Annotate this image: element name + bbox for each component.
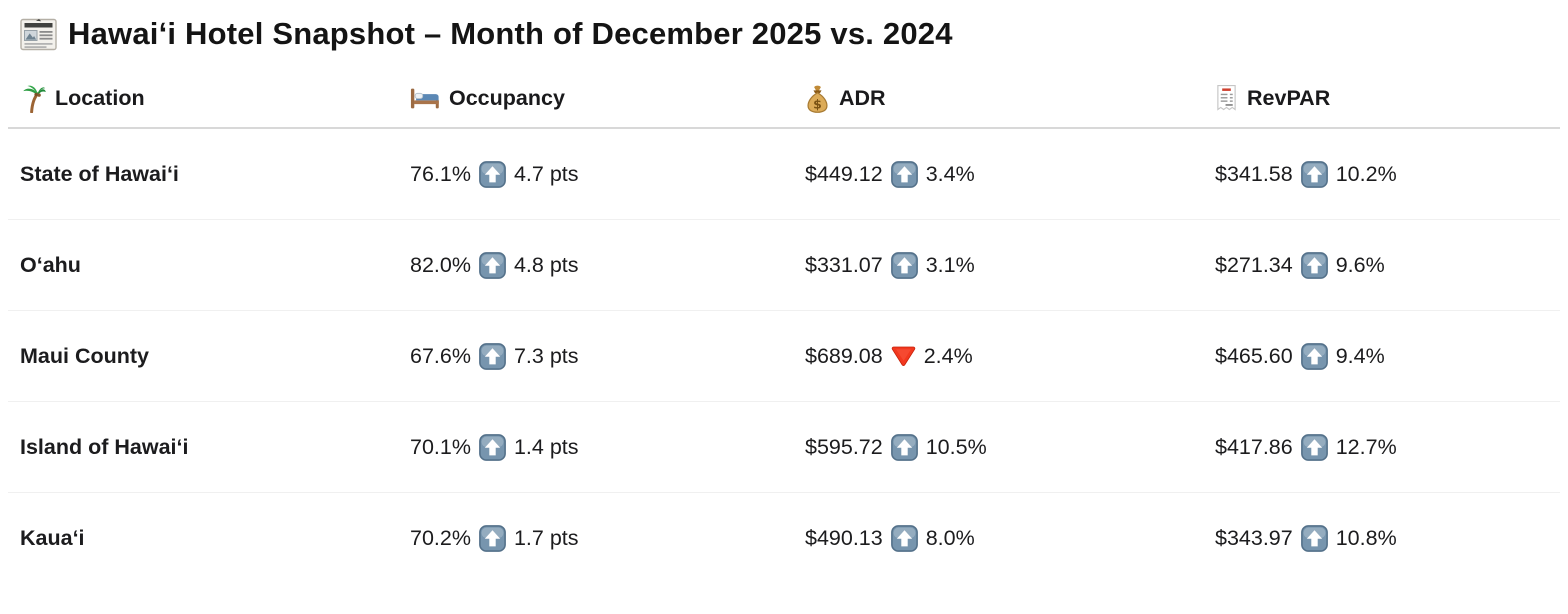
location-cell: Oʻahu: [20, 252, 81, 277]
location-cell: Maui County: [20, 343, 149, 368]
column-header-label: Location: [55, 86, 145, 110]
metric-value: $490.13: [805, 525, 883, 550]
page: Hawaiʻi Hotel Snapshot – Month of Decemb…: [0, 14, 1568, 583]
palm-tree-icon: [20, 84, 46, 113]
column-header-location: Location: [8, 84, 398, 113]
up-arrow-icon: [479, 251, 506, 279]
metric-change: 1.4 pts: [513, 434, 579, 459]
adr-cell: $490.13 8.0%: [793, 524, 1203, 552]
table-row: Island of Hawaiʻi 70.1% 1.4 pts $595.72: [8, 402, 1560, 493]
metric-value: 82.0%: [410, 252, 471, 277]
occupancy-cell: 70.2% 1.7 pts: [398, 524, 793, 552]
metric-value: 76.1%: [410, 161, 471, 186]
up-arrow-icon: [479, 342, 506, 370]
table-body: State of Hawaiʻi 76.1% 4.7 pts $449.12: [8, 129, 1560, 583]
metric-value: $343.97: [1215, 525, 1293, 550]
metric-value: $449.12: [805, 161, 883, 186]
newspaper-icon: [20, 18, 57, 51]
svg-text:$: $: [813, 97, 822, 112]
metric-value: $417.86: [1215, 434, 1293, 459]
hotel-stats-table: Location Occupancy: [8, 54, 1560, 583]
revpar-cell: $343.97 10.8%: [1203, 524, 1560, 552]
metric-change: 8.0%: [925, 525, 975, 550]
up-arrow-icon: [890, 524, 918, 552]
adr-cell: $331.07 3.1%: [793, 251, 1203, 279]
up-arrow-icon: [890, 251, 918, 279]
receipt-icon: [1215, 84, 1238, 113]
adr-cell: $595.72 10.5%: [793, 433, 1203, 461]
metric-change: 3.4%: [925, 161, 975, 186]
location-cell: Kauaʻi: [20, 525, 85, 550]
up-arrow-icon: [890, 433, 918, 461]
metric-value: $595.72: [805, 434, 883, 459]
metric-value: $689.08: [805, 343, 883, 368]
occupancy-cell: 70.1% 1.4 pts: [398, 433, 793, 461]
metric-value: 70.1%: [410, 434, 471, 459]
location-cell: Island of Hawaiʻi: [20, 434, 189, 459]
revpar-cell: $341.58 10.2%: [1203, 160, 1560, 188]
table-row: Oʻahu 82.0% 4.8 pts $331.07: [8, 220, 1560, 311]
table-row: State of Hawaiʻi 76.1% 4.7 pts $449.12: [8, 129, 1560, 220]
up-arrow-icon: [1300, 433, 1328, 461]
metric-change: 3.1%: [925, 252, 975, 277]
column-header-adr: $ ADR: [793, 84, 1203, 113]
metric-change: 7.3 pts: [513, 343, 579, 368]
column-header-occupancy: Occupancy: [398, 86, 793, 111]
column-header-label: Occupancy: [449, 86, 565, 110]
page-title-text: Hawaiʻi Hotel Snapshot – Month of Decemb…: [68, 16, 953, 51]
revpar-cell: $271.34 9.6%: [1203, 251, 1560, 279]
up-arrow-icon: [479, 433, 506, 461]
table-row: Maui County 67.6% 7.3 pts $689.08: [8, 311, 1560, 402]
up-arrow-icon: [479, 160, 506, 188]
up-arrow-icon: [1300, 251, 1328, 279]
metric-value: $341.58: [1215, 161, 1293, 186]
metric-change: 1.7 pts: [513, 525, 579, 550]
metric-change: 10.5%: [925, 434, 987, 459]
up-arrow-icon: [1300, 342, 1328, 370]
up-arrow-icon: [890, 160, 918, 188]
metric-value: $331.07: [805, 252, 883, 277]
metric-change: 9.4%: [1335, 343, 1385, 368]
occupancy-cell: 76.1% 4.7 pts: [398, 160, 793, 188]
down-triangle-icon: [891, 345, 916, 367]
metric-change: 10.2%: [1335, 161, 1397, 186]
metric-change: 12.7%: [1335, 434, 1397, 459]
up-arrow-icon: [1300, 160, 1328, 188]
money-bag-icon: $: [805, 84, 830, 113]
metric-value: 67.6%: [410, 343, 471, 368]
metric-change: 2.4%: [923, 343, 973, 368]
location-cell: State of Hawaiʻi: [20, 161, 179, 186]
adr-cell: $689.08 2.4%: [793, 344, 1203, 369]
table-row: Kauaʻi 70.2% 1.7 pts $490.13: [8, 493, 1560, 583]
revpar-cell: $465.60 9.4%: [1203, 342, 1560, 370]
metric-change: 9.6%: [1335, 252, 1385, 277]
revpar-cell: $417.86 12.7%: [1203, 433, 1560, 461]
metric-value: 70.2%: [410, 525, 471, 550]
metric-change: 4.7 pts: [513, 161, 579, 186]
column-header-label: ADR: [839, 86, 886, 110]
table-header-row: Location Occupancy: [8, 54, 1560, 129]
column-header-label: RevPAR: [1247, 86, 1331, 110]
metric-change: 10.8%: [1335, 525, 1397, 550]
occupancy-cell: 82.0% 4.8 pts: [398, 251, 793, 279]
adr-cell: $449.12 3.4%: [793, 160, 1203, 188]
bed-icon: [410, 87, 440, 110]
metric-value: $271.34: [1215, 252, 1293, 277]
up-arrow-icon: [1300, 524, 1328, 552]
metric-change: 4.8 pts: [513, 252, 579, 277]
occupancy-cell: 67.6% 7.3 pts: [398, 342, 793, 370]
column-header-revpar: RevPAR: [1203, 84, 1560, 113]
up-arrow-icon: [479, 524, 506, 552]
metric-value: $465.60: [1215, 343, 1293, 368]
page-title: Hawaiʻi Hotel Snapshot – Month of Decemb…: [20, 14, 1568, 54]
